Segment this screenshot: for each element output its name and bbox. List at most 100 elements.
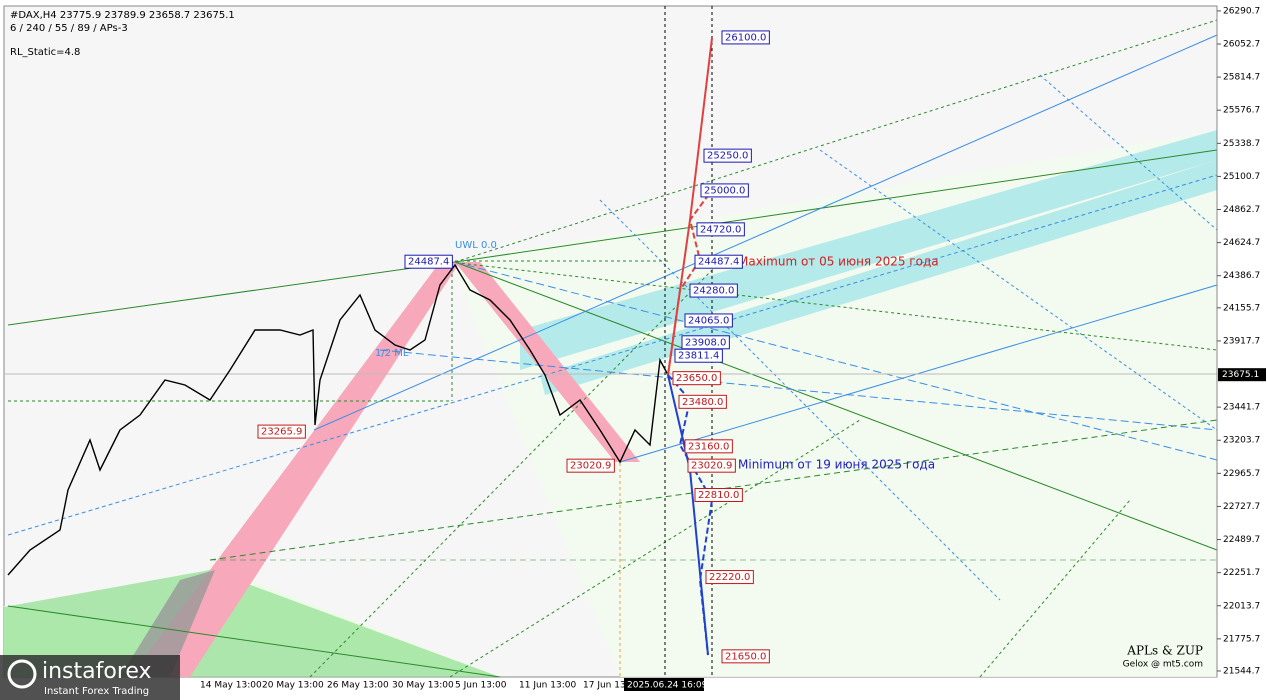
fan-line [309,261,721,678]
level-box [705,570,754,585]
date-label: 5 Jun 13:00 [455,681,507,691]
level-box [687,458,736,473]
axis-label: 22013.7 [1223,601,1260,611]
annotation-uwl: UWL 0.0 [455,240,497,251]
current-date: 2025.06.24 16:09 [627,681,708,691]
axis-label: 22727.7 [1223,502,1260,512]
logo-tagline: Instant Forex Trading [44,686,149,697]
fan-line [599,199,1001,601]
annotation-half: 1/2 ML [375,348,409,359]
level-label: 23020.9 [570,461,611,472]
level-box [689,283,738,298]
channel-line [313,34,1218,431]
axis-label: 22965.7 [1223,469,1260,479]
date-label: 17 Jun 13 [583,681,626,691]
level-box [721,30,770,45]
header-static: RL_Static=4.8 [10,47,80,58]
axis-label: 25338.7 [1223,139,1260,149]
level-box [694,488,743,503]
fan-line [819,149,1218,431]
date-label: 20 May 13:00 [262,681,324,691]
date-label: 30 May 13:00 [392,681,454,691]
level-box [257,424,306,439]
fan-line [979,499,1131,678]
axis-label: 26052.7 [1223,40,1260,50]
level-box [700,183,749,198]
axis-label: 22251.7 [1223,568,1260,578]
axis-label: 23917.7 [1223,336,1260,346]
current-price-box [1218,368,1266,382]
current-date-box [624,678,704,691]
level-label: 23908.0 [685,337,726,348]
level-box [721,649,770,664]
logo-name: instaforex [42,659,152,684]
level-box [696,222,745,237]
level-box [566,458,615,473]
fan-line [449,261,1218,351]
fan-line [454,19,1218,263]
axis-label: 23203.7 [1223,436,1260,446]
level-label: 23811.4 [678,351,719,362]
current-price: 23675.1 [1222,370,1259,380]
level-label: 24065.0 [688,315,729,326]
level-label: 24487.4 [698,257,739,268]
level-box [404,254,453,269]
level-box [684,313,733,328]
channel-band [520,130,1217,370]
grey-band [120,570,215,677]
level-label: 25250.0 [707,151,748,162]
axis-label: 24155.7 [1223,303,1260,313]
green-zone [4,570,500,677]
axis-label: 21544.7 [1223,666,1260,676]
header-symbol: #DAX,H4 23775.9 23789.9 23658.7 23675.1 [10,10,235,21]
credits-author: Gelox @ mt5.com [1123,660,1203,670]
trend-line [7,605,501,678]
level-box [684,439,733,454]
fan-line [449,419,861,678]
level-box [678,394,727,409]
fan-zone [450,130,1217,677]
level-label: 24280.0 [693,286,734,297]
level-box [674,348,723,363]
date-label: 11 Jun 13:00 [519,681,576,691]
level-label: 23650.0 [676,373,717,384]
date-label: 26 May 13:00 [327,681,389,691]
header-params: 6 / 240 / 55 / 89 / APs-3 [10,23,128,34]
level-box [694,254,743,269]
lines [4,6,1218,678]
axis-label: 25576.7 [1223,106,1260,116]
credits-title: APLs & ZUP [1126,644,1203,658]
annotation-max: Maximum от 05 июня 2025 года [738,255,939,269]
axis-label: 25100.7 [1223,172,1260,182]
level-label: 23265.9 [261,427,302,438]
axis-label: 21775.7 [1223,634,1260,644]
axis-label: 24862.7 [1223,205,1260,215]
price-axis [1217,6,1267,677]
level-label: 23160.0 [688,441,729,452]
level-label: 21650.0 [725,651,766,662]
axis-label: 23441.7 [1223,403,1260,413]
logo-icon [7,659,37,689]
date-label: 14 May 13:00 [200,681,262,691]
trend-line [7,261,456,326]
level-label: 24720.0 [700,224,741,235]
level-label: 23480.0 [682,397,723,408]
trend-line [454,261,1218,551]
axis-label: 24624.7 [1223,238,1260,248]
axis-label: 26290.7 [1223,6,1260,16]
axis-label: 25814.7 [1223,73,1260,83]
channel-line [7,174,1218,536]
axis-label: 24386.7 [1223,271,1260,281]
level-label: 23020.9 [691,461,732,472]
ml-line [379,349,1218,431]
level-box [672,371,721,386]
level-label: 26100.0 [725,32,766,43]
price-path [7,263,669,576]
axis-label: 22489.7 [1223,535,1260,545]
level-label: 25000.0 [704,185,745,196]
level-label: 22220.0 [709,572,750,583]
trend-line [454,149,1218,263]
level-box [703,148,752,163]
